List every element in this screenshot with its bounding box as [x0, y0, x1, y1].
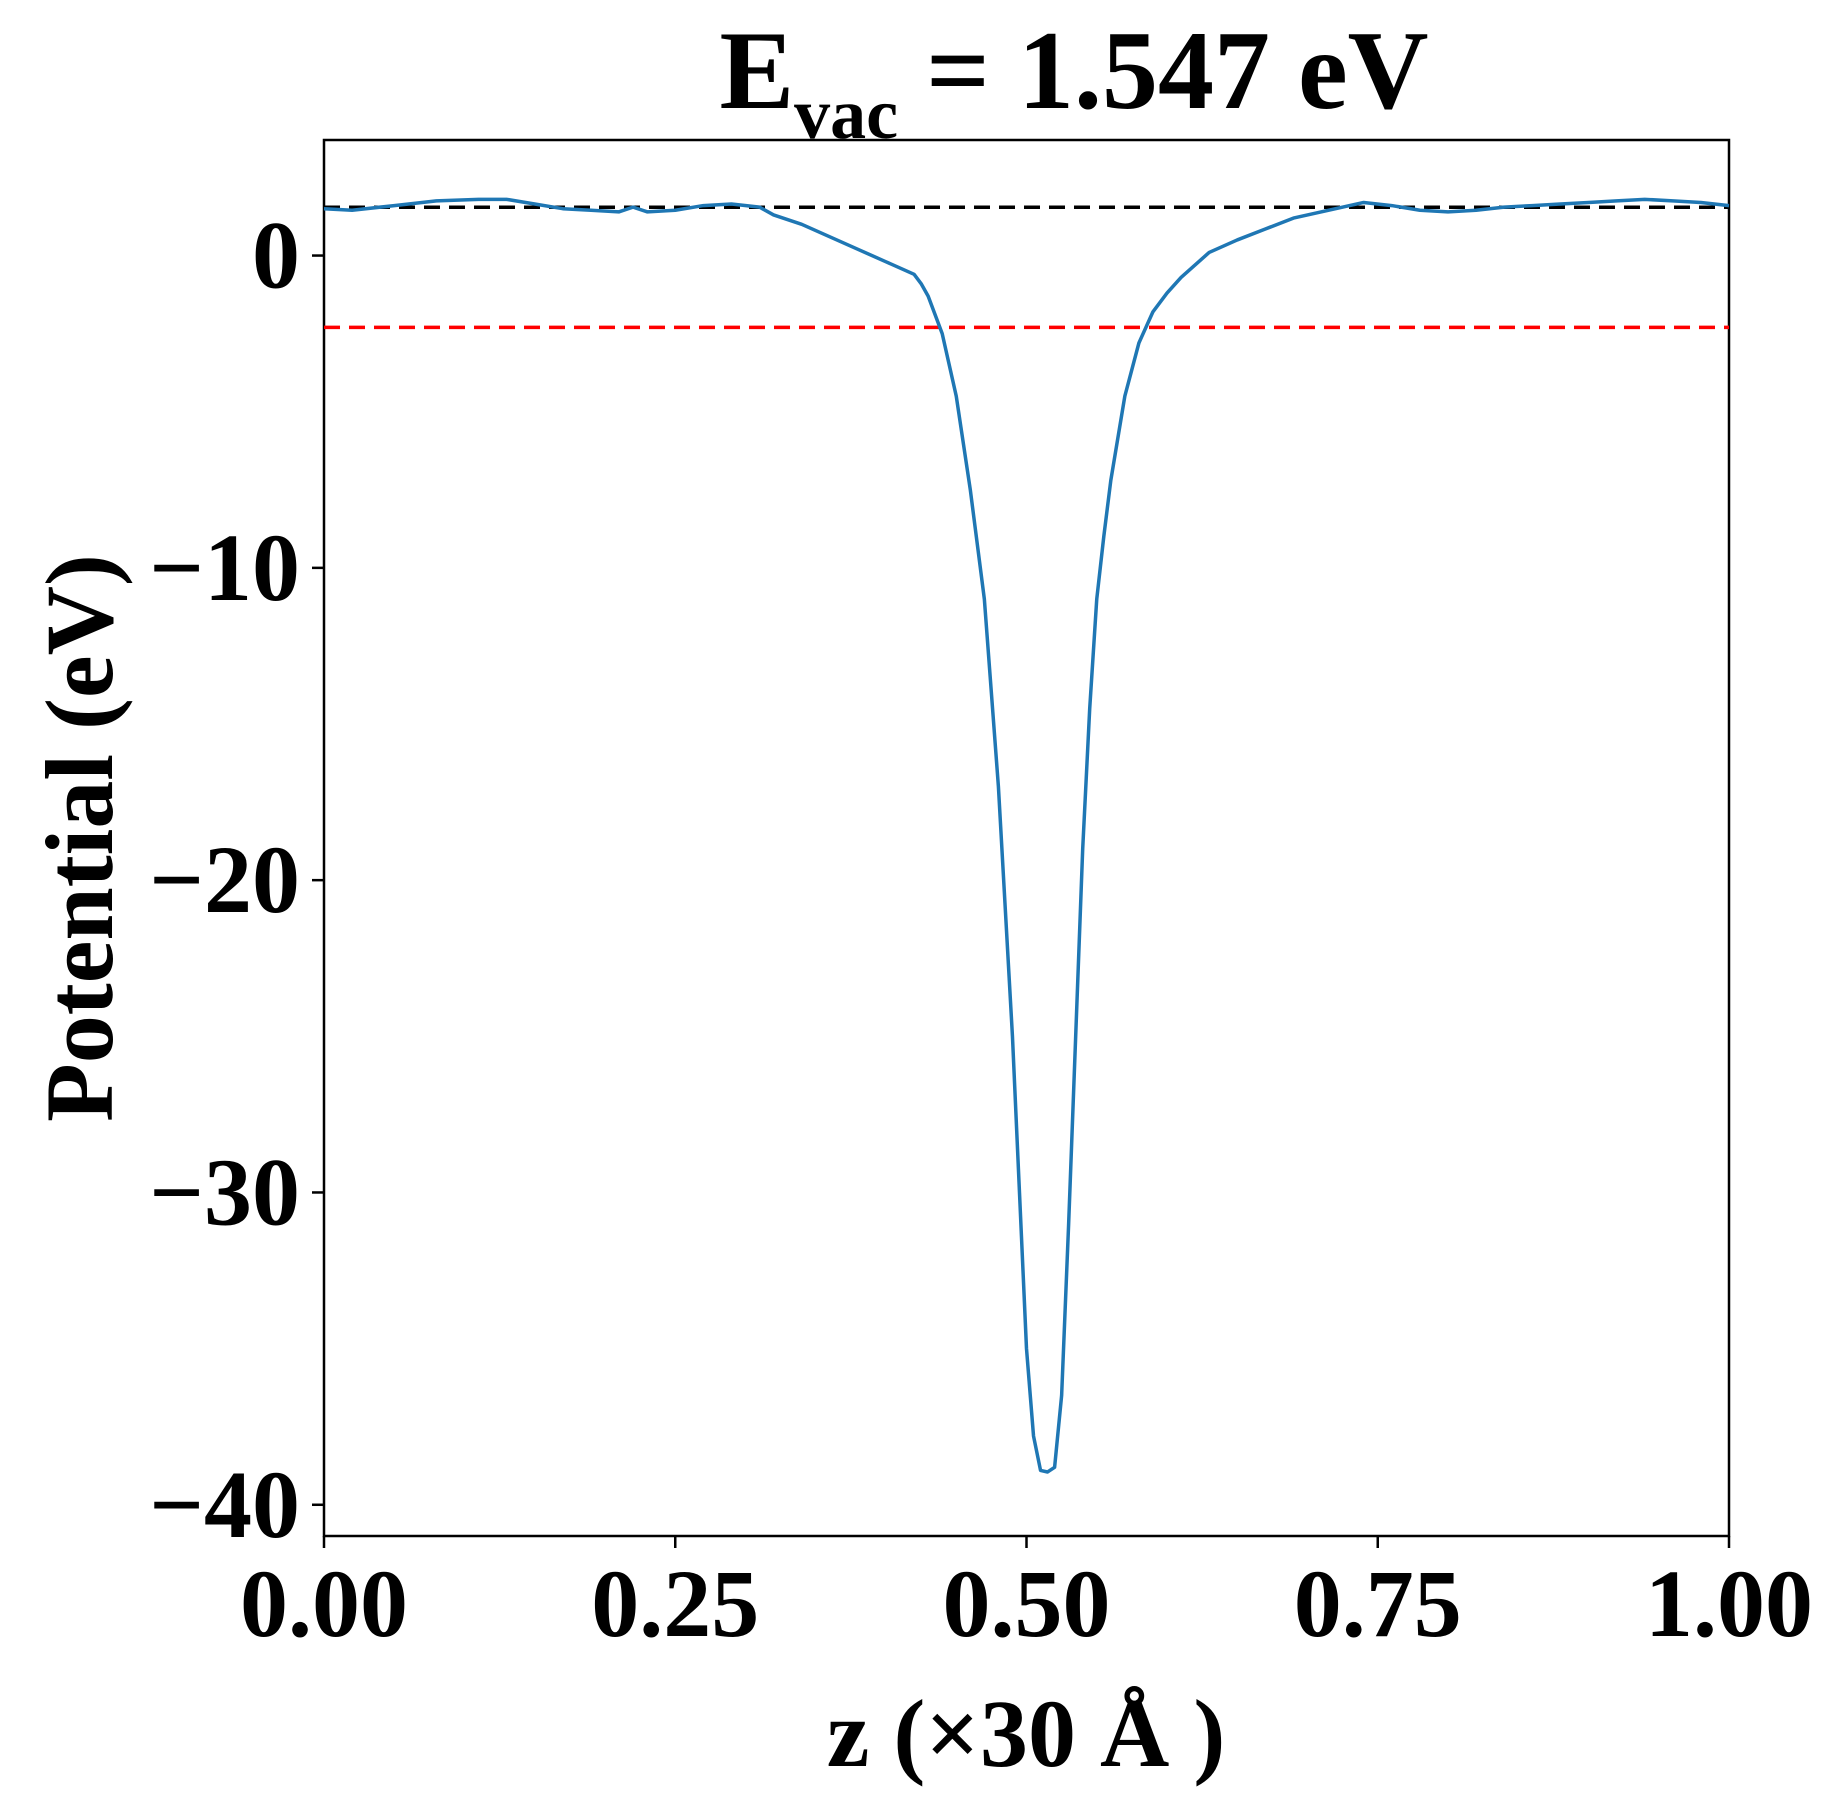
chart-title: Evac = 1.547 eV	[719, 9, 1428, 154]
y-tick-label: −30	[149, 1138, 300, 1245]
series-group	[323, 197, 1730, 1474]
x-ticks: 0.00 0.25 0.50 0.75 1.00	[240, 1536, 1813, 1657]
chart-title-rest: = 1.547 eV	[898, 9, 1428, 133]
y-tick-label: −20	[149, 826, 300, 933]
x-tick-label: 0.25	[591, 1550, 759, 1657]
x-tick-label: 0.50	[943, 1550, 1111, 1657]
y-ticks: 0 −10 −20 −30 −40	[149, 202, 324, 1558]
x-tick-label: 0.75	[1294, 1550, 1462, 1657]
y-tick-label: 0	[252, 202, 300, 309]
y-axis-label: Potential (eV)	[26, 554, 133, 1122]
y-tick-label: −40	[149, 1451, 300, 1558]
chart-title-subscript: vac	[794, 74, 898, 154]
reference-lines	[324, 205, 1729, 330]
chart-title-base: E	[719, 9, 794, 133]
y-tick-label: −10	[149, 514, 300, 621]
x-tick-label: 1.00	[1645, 1550, 1813, 1657]
series-line-0	[323, 197, 1730, 1474]
x-tick-label: 0.00	[240, 1550, 408, 1657]
x-axis-label: z (×30 Å )	[827, 1680, 1226, 1787]
